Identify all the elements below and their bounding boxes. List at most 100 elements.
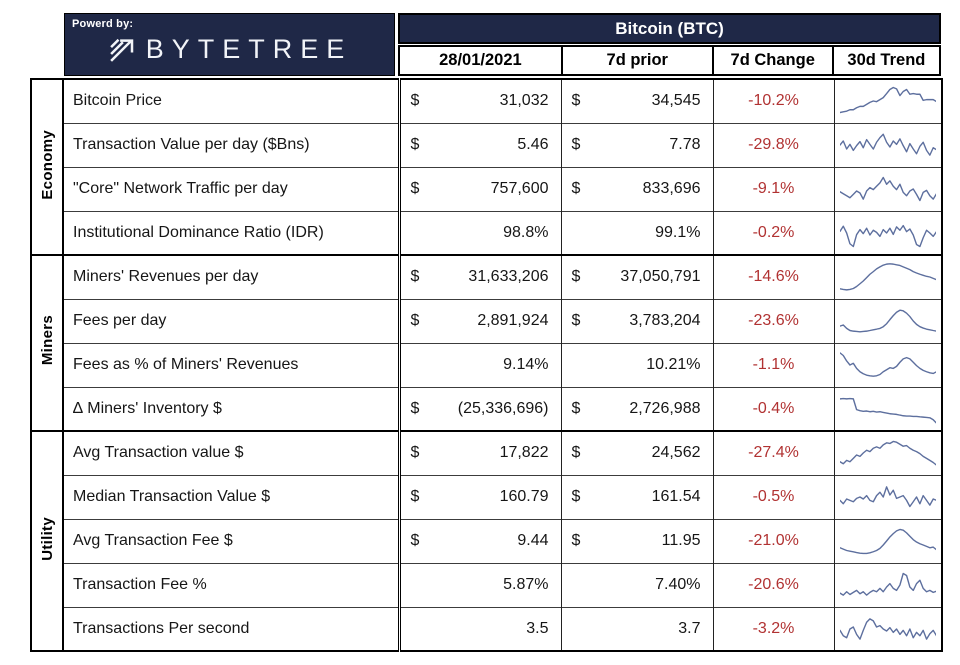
current-value-cell: 98.8% bbox=[399, 210, 562, 255]
prior-value-cell: $34,545 bbox=[561, 78, 714, 123]
current-value-cell: $9.44 bbox=[399, 518, 562, 563]
currency-symbol: $ bbox=[410, 532, 420, 549]
prior-value: 11.95 bbox=[661, 532, 701, 549]
change-value: -27.4% bbox=[713, 430, 835, 475]
current-value: (25,336,696) bbox=[457, 399, 549, 417]
table-row: Economy Bitcoin Price $31,032 $34,545 -1… bbox=[31, 78, 942, 255]
current-value: 5.87% bbox=[503, 576, 549, 593]
row-label: ∆ Miners' Inventory $ bbox=[63, 386, 401, 431]
current-value-cell: $160.79 bbox=[399, 474, 562, 519]
current-value: 757,600 bbox=[490, 180, 549, 197]
current-value: 5.46 bbox=[517, 136, 549, 153]
current-value: 31,633,206 bbox=[468, 268, 549, 286]
row-label: Transactions Per second bbox=[63, 606, 401, 651]
table-row: Avg Transaction Fee $ $9.44 $11.95 -21.0… bbox=[31, 518, 942, 563]
trend-sparkline bbox=[834, 78, 942, 123]
current-value: 3.5 bbox=[526, 619, 549, 637]
currency-symbol: $ bbox=[571, 444, 581, 462]
current-value: 98.8% bbox=[503, 223, 549, 241]
row-label: Fees as % of Miners' Revenues bbox=[63, 342, 401, 387]
current-value-cell: $5.46 bbox=[399, 122, 562, 167]
table-row: ∆ Miners' Inventory $ $ (25,336,696) $2,7… bbox=[31, 386, 942, 431]
currency-symbol: $ bbox=[571, 399, 581, 417]
trend-sparkline bbox=[834, 606, 942, 651]
current-value-cell: $ (25,336,696) bbox=[399, 386, 562, 431]
row-label: Avg Transaction value $ bbox=[63, 430, 401, 475]
trend-sparkline bbox=[834, 166, 942, 211]
prior-value: 3.7 bbox=[678, 619, 701, 637]
metrics-table: Economy Bitcoin Price $31,032 $34,545 -1… bbox=[30, 78, 943, 652]
currency-symbol: $ bbox=[410, 136, 420, 153]
prior-value-cell: $7.78 bbox=[561, 122, 714, 167]
trend-sparkline bbox=[834, 298, 942, 343]
table-title: Bitcoin (BTC) bbox=[398, 13, 941, 44]
current-value-cell: $757,600 bbox=[399, 166, 562, 211]
currency-symbol: $ bbox=[571, 312, 581, 329]
table-row: Utility Avg Transaction value $ $17,822 … bbox=[31, 430, 942, 651]
trend-sparkline bbox=[834, 122, 942, 167]
prior-value: 10.21% bbox=[646, 356, 701, 373]
prior-value: 3,783,204 bbox=[629, 312, 701, 329]
row-label: Avg Transaction Fee $ bbox=[63, 518, 401, 563]
prior-value: 7.78 bbox=[669, 136, 701, 153]
change-value: -1.1% bbox=[713, 342, 835, 387]
current-value-cell: $31,633,206 bbox=[399, 254, 562, 299]
currency-symbol: $ bbox=[571, 92, 581, 110]
current-value-cell: 9.14% bbox=[399, 342, 562, 387]
row-label: "Core" Network Traffic per day bbox=[63, 166, 401, 211]
prior-value: 24,562 bbox=[651, 444, 701, 462]
currency-symbol: $ bbox=[410, 399, 420, 417]
currency-symbol: $ bbox=[410, 268, 420, 286]
column-header-date: 28/01/2021 bbox=[439, 51, 522, 69]
change-value: -29.8% bbox=[713, 122, 835, 167]
currency-symbol: $ bbox=[410, 312, 420, 329]
table-row: Median Transaction Value $ $160.79 $161.… bbox=[31, 474, 942, 519]
prior-value-cell: $37,050,791 bbox=[561, 254, 714, 299]
currency-symbol: $ bbox=[571, 180, 581, 197]
table-row: Transactions Per second 3.5 3.7 -3.2% bbox=[31, 606, 942, 651]
prior-value-cell: 7.40% bbox=[561, 562, 714, 607]
section-label-miners: Miners bbox=[31, 254, 64, 431]
table-row: Transaction Value per day ($Bns) $5.46 $… bbox=[31, 122, 942, 167]
change-value: -0.4% bbox=[713, 386, 835, 431]
current-value-cell: 3.5 bbox=[399, 606, 562, 651]
current-value-cell: $17,822 bbox=[399, 430, 562, 475]
currency-symbol: $ bbox=[571, 488, 581, 505]
row-label: Transaction Fee % bbox=[63, 562, 401, 607]
current-value-cell: $2,891,924 bbox=[399, 298, 562, 343]
currency-symbol: $ bbox=[571, 268, 581, 286]
prior-value-cell: $24,562 bbox=[561, 430, 714, 475]
prior-value: 99.1% bbox=[655, 223, 701, 241]
row-label: Miners' Revenues per day bbox=[63, 254, 401, 299]
brand-name: BYTETREE bbox=[145, 34, 353, 64]
trend-sparkline bbox=[834, 210, 942, 255]
change-value: -9.1% bbox=[713, 166, 835, 211]
change-value: -14.6% bbox=[713, 254, 835, 299]
table-header: Bitcoin (BTC) 28/01/2021 7d prior 7d Cha… bbox=[398, 13, 941, 76]
trend-sparkline bbox=[834, 254, 942, 299]
prior-value: 2,726,988 bbox=[629, 399, 701, 417]
trend-sparkline bbox=[834, 518, 942, 563]
current-value: 9.14% bbox=[503, 356, 549, 373]
prior-value: 37,050,791 bbox=[620, 268, 701, 286]
prior-value: 7.40% bbox=[655, 576, 701, 593]
bytetree-brand-panel: Powerd by: BYTETREE bbox=[64, 13, 395, 76]
trend-sparkline bbox=[834, 342, 942, 387]
prior-value-cell: $11.95 bbox=[561, 518, 714, 563]
current-value: 160.79 bbox=[499, 488, 549, 505]
current-value: 17,822 bbox=[499, 444, 549, 462]
current-value-cell: 5.87% bbox=[399, 562, 562, 607]
currency-symbol: $ bbox=[410, 92, 420, 110]
section-label-utility: Utility bbox=[31, 430, 64, 651]
prior-value: 34,545 bbox=[651, 92, 701, 110]
change-value: -23.6% bbox=[713, 298, 835, 343]
currency-symbol: $ bbox=[571, 532, 581, 549]
bytetree-arrow-logo-icon bbox=[107, 35, 137, 65]
currency-symbol: $ bbox=[410, 180, 420, 197]
column-header-30d-trend: 30d Trend bbox=[831, 47, 939, 74]
prior-value: 161.54 bbox=[651, 488, 701, 505]
row-label: Median Transaction Value $ bbox=[63, 474, 401, 519]
currency-symbol: $ bbox=[410, 488, 420, 505]
current-value-cell: $31,032 bbox=[399, 78, 562, 123]
